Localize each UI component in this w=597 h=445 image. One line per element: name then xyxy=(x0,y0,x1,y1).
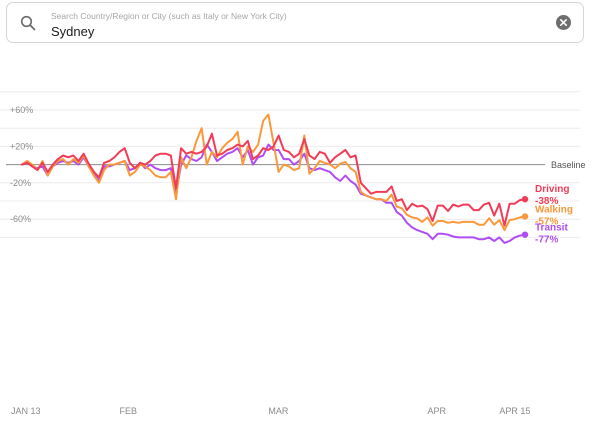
search-input[interactable]: Sydney xyxy=(51,24,95,39)
baseline-label: Baseline xyxy=(551,160,586,170)
series-end-point-transit xyxy=(521,231,529,238)
clear-icon xyxy=(560,19,567,26)
series-end-point-walking xyxy=(521,213,529,220)
clear-button[interactable] xyxy=(556,15,571,30)
x-tick-label: MAR xyxy=(268,406,289,416)
series-layer xyxy=(21,113,529,244)
x-tick-label: APR 15 xyxy=(499,406,530,416)
series-value-driving: -38% xyxy=(535,196,558,207)
series-line-walking xyxy=(21,113,526,232)
series-name-walking: Walking xyxy=(535,204,573,215)
label-layer: +60% +20% -20% -60% Baseline JAN 13 FEB MAR APR A… xyxy=(10,105,586,416)
search-icon xyxy=(20,15,36,31)
grid xyxy=(0,91,580,238)
series-value-transit: -77% xyxy=(535,235,558,246)
series-end-point-driving xyxy=(521,195,529,203)
series-value-walking: -57% xyxy=(535,216,558,227)
y-tick-label: +60% xyxy=(10,105,33,115)
y-tick-label: +20% xyxy=(10,141,33,151)
series-line-transit xyxy=(21,143,526,244)
y-tick-label: -60% xyxy=(10,214,31,224)
search-box[interactable]: Search Country/Region or City (such as I… xyxy=(6,2,584,43)
y-tick-label: -20% xyxy=(10,178,31,188)
x-tick-label: FEB xyxy=(120,406,138,416)
series-name-driving: Driving xyxy=(535,184,569,195)
x-tick-label: JAN 13 xyxy=(11,406,41,416)
x-tick-label: APR xyxy=(427,406,446,416)
search-placeholder: Search Country/Region or City (such as I… xyxy=(51,11,287,21)
series-line-driving xyxy=(21,132,526,227)
series-name-transit: Transit xyxy=(535,223,568,234)
